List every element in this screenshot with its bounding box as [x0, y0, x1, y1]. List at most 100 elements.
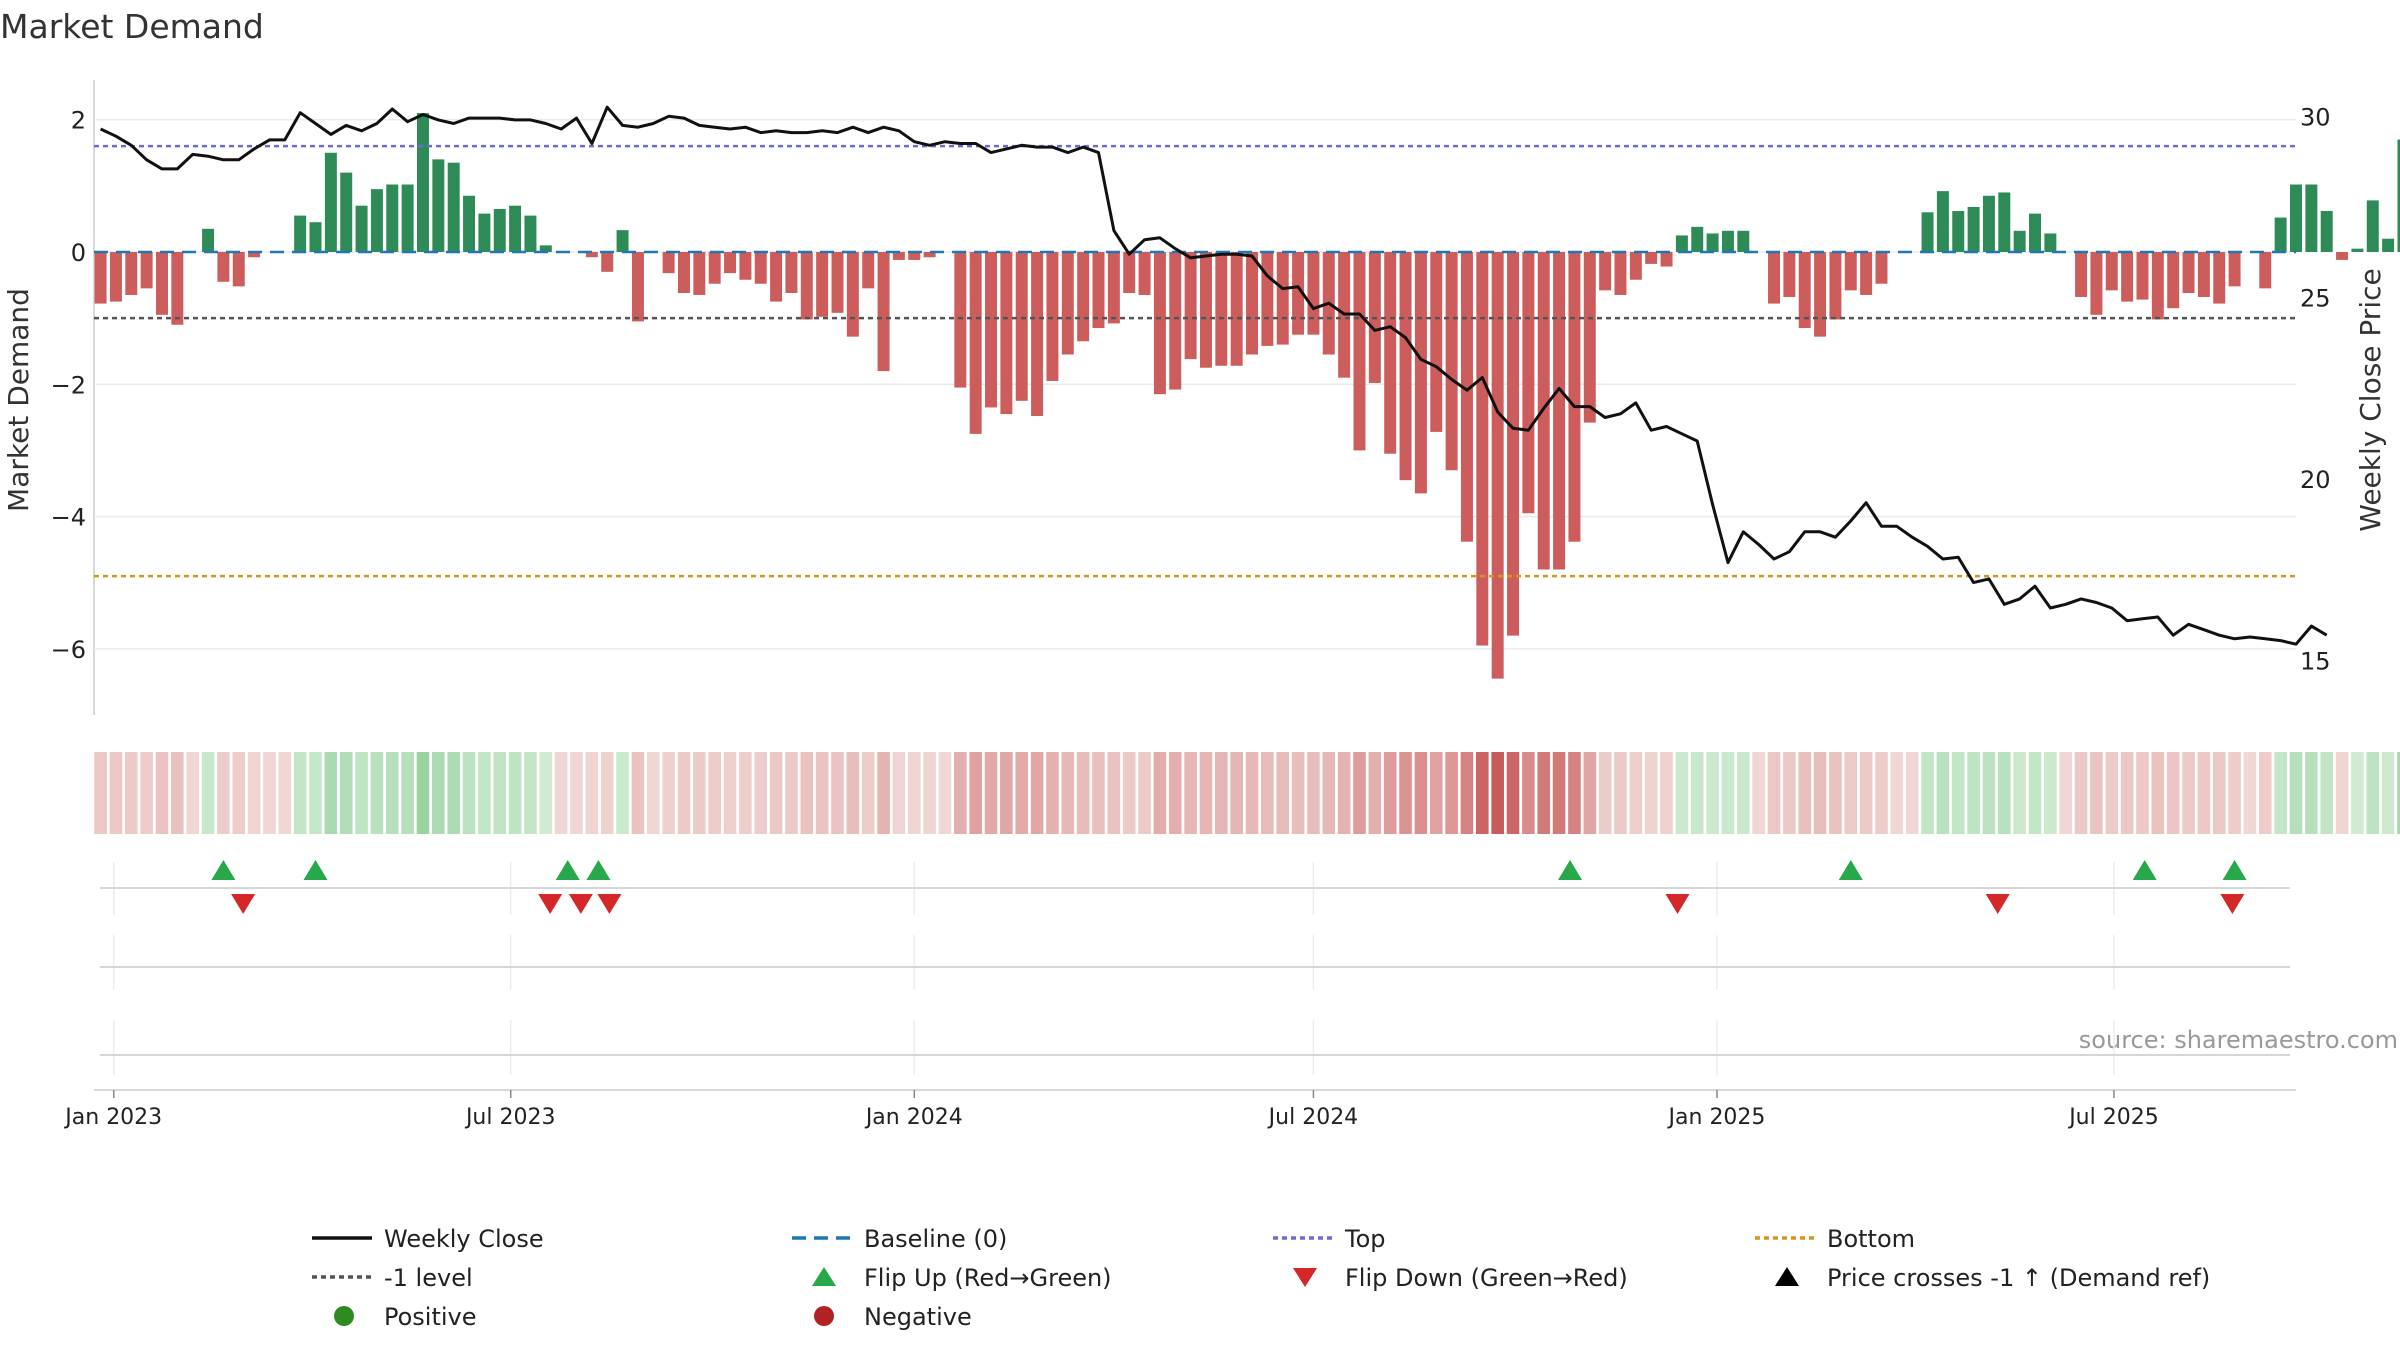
strip-cell — [2166, 752, 2180, 834]
demand-bar — [1015, 251, 1028, 401]
strip-cell — [2305, 752, 2318, 834]
demand-bar — [340, 172, 353, 252]
strip-cell — [1199, 752, 1213, 834]
strip-cell — [1921, 752, 1934, 834]
strip-cell — [2351, 752, 2364, 834]
strip-cell — [1798, 752, 1812, 834]
strip-cell — [938, 752, 952, 834]
flip-up-marker — [211, 860, 236, 880]
demand-bar — [631, 251, 644, 322]
strip-cell — [2028, 752, 2042, 834]
strip-cell — [1614, 752, 1627, 834]
strip-cell — [693, 752, 706, 834]
legend-label: -1 level — [384, 1264, 473, 1292]
demand-bar — [923, 251, 936, 258]
demand-bar — [94, 251, 107, 304]
demand-bar — [2290, 184, 2302, 252]
weekly-close-line — [99, 105, 2328, 646]
strip-cell — [723, 752, 737, 834]
demand-bar — [125, 251, 138, 295]
demand-bar — [2151, 251, 2164, 320]
strip-cell — [677, 752, 691, 834]
demand-bar — [156, 251, 168, 315]
demand-bar — [1184, 251, 1197, 360]
demand-bar — [2366, 200, 2379, 252]
strip-cell — [1829, 752, 1842, 834]
strip-cell — [508, 752, 522, 834]
legend-swatch — [1775, 1267, 1799, 1286]
legend-label: Baseline (0) — [864, 1225, 1007, 1253]
demand-bar — [1660, 251, 1673, 267]
demand-bar — [1921, 212, 1934, 252]
demand-bar — [140, 251, 153, 289]
strip-cell — [954, 752, 967, 834]
strip-cell — [585, 752, 599, 834]
strip-cell — [631, 752, 645, 834]
demand-bar — [1092, 251, 1105, 329]
strip-cell — [2259, 752, 2272, 834]
strip-cell — [1368, 752, 1382, 834]
strip-cell — [309, 752, 322, 834]
strip-cell — [1522, 752, 1535, 834]
strip-cell — [2120, 752, 2134, 834]
strip-cell — [1905, 752, 1919, 834]
chart-title: Market Demand — [0, 7, 264, 46]
demand-bar — [2090, 251, 2103, 315]
demand-bar — [217, 251, 230, 282]
y-tick-label: −4 — [51, 504, 86, 532]
demand-bar — [1629, 251, 1642, 280]
strip-cell — [1107, 752, 1121, 834]
demand-bar — [1215, 251, 1228, 366]
demand-bar — [294, 215, 307, 252]
demand-bar — [677, 251, 690, 293]
flip-markers-panel — [100, 860, 2290, 1075]
strip-cell — [616, 752, 629, 834]
demand-bar — [739, 251, 752, 280]
demand-bar — [1031, 251, 1044, 417]
demand-bar — [1583, 251, 1596, 423]
flip-up-marker — [303, 860, 328, 880]
strip-cell — [1153, 752, 1167, 834]
strip-cell — [293, 752, 307, 834]
demand-bar — [324, 152, 337, 252]
strip-cell — [769, 752, 783, 834]
strip-cell — [140, 752, 153, 834]
strip-cell — [355, 752, 368, 834]
strip-cell — [524, 752, 537, 834]
strip-cell — [1245, 752, 1259, 834]
demand-bar — [1292, 251, 1305, 335]
strip-cell — [1890, 752, 1904, 834]
demand-bar — [1721, 230, 1734, 252]
strip-cell — [2013, 752, 2026, 834]
strip-cell — [432, 752, 445, 834]
strip-cell — [1460, 752, 1474, 834]
strip-cell — [324, 752, 338, 834]
strip-cell — [109, 752, 123, 834]
demand-bar — [1169, 251, 1182, 390]
demand-bar — [1675, 235, 1688, 252]
demand-bar — [585, 251, 598, 258]
demand-bar — [2305, 184, 2318, 252]
strip-cell — [401, 752, 414, 834]
x-axis: Jan 2023 Jul 2023 Jan 2024 Jul 2024 Jan 2025… — [63, 1089, 2296, 1130]
strip-cell — [339, 752, 353, 834]
strip-cell — [1721, 752, 1735, 834]
strip-cell — [2105, 752, 2119, 834]
strip-cell — [1184, 752, 1197, 834]
demand-bar — [2197, 251, 2210, 297]
demand-bar — [1982, 195, 1995, 252]
demand-bar — [1230, 251, 1243, 366]
demand-bar — [1445, 251, 1458, 471]
strip-cell — [800, 752, 814, 834]
demand-bar — [1399, 251, 1412, 481]
demand-bar — [1768, 251, 1780, 304]
y-tick-label: 0 — [71, 239, 86, 267]
flip-up-marker — [1838, 860, 1863, 880]
strip-cell — [1951, 752, 1965, 834]
legend-label: Flip Down (Green→Red) — [1345, 1264, 1628, 1292]
demand-bar — [2382, 238, 2395, 252]
demand-bar — [862, 251, 875, 289]
demand-bar — [1553, 251, 1566, 570]
strip-cell — [2074, 752, 2088, 834]
demand-bar — [770, 251, 783, 302]
